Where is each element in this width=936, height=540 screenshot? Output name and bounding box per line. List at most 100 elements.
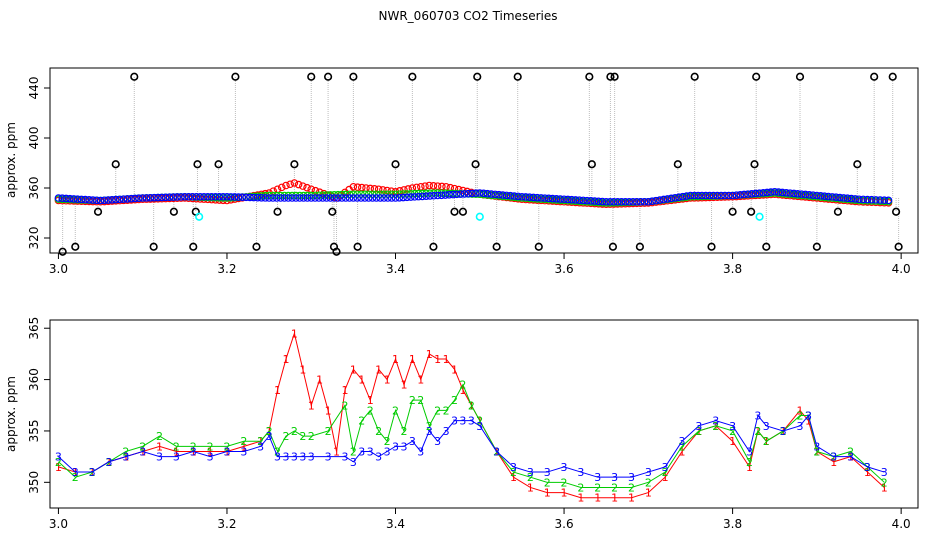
series-2-marker: 2: [207, 440, 214, 453]
series-3-point: [196, 192, 204, 201]
series-2-marker: 2: [384, 435, 391, 448]
series-2-marker: 2: [451, 394, 458, 407]
series-3-point: [709, 191, 718, 200]
series-3-point: [813, 191, 821, 200]
flagged-point: [492, 242, 501, 251]
top-x-tick-label: 3.2: [217, 262, 236, 276]
series-3-point: [77, 195, 86, 204]
series-1-marker: 1: [299, 363, 306, 376]
series-3-marker: 3: [695, 420, 702, 433]
series-3-point: [797, 190, 806, 198]
series-3-point: [801, 190, 810, 199]
series-3-point: [836, 193, 844, 202]
series-3-point: [242, 193, 250, 202]
series-2-point: [349, 190, 358, 199]
series-3-point: [747, 189, 756, 198]
series-3-marker: 3: [780, 425, 787, 438]
series-3-point: [456, 190, 465, 198]
flagged-point: [606, 72, 615, 81]
series-3-point: [376, 194, 384, 202]
series-1-marker: 1: [367, 394, 374, 407]
series-3-marker: 3: [797, 420, 804, 433]
series-2-point: [387, 190, 396, 199]
series-2-marker: 2: [847, 445, 854, 458]
series-2-marker: 2: [350, 445, 357, 458]
series-3-point: [839, 194, 848, 202]
series-3-point: [579, 196, 588, 205]
series-1-marker: 1: [527, 481, 534, 494]
series-2-point: [295, 191, 304, 200]
series-3-point: [73, 195, 82, 203]
series-3-point: [62, 194, 70, 203]
series-3-point: [311, 194, 319, 202]
flagged-point: [471, 160, 480, 169]
series-3-point: [200, 192, 208, 201]
series-2-marker: 2: [754, 425, 761, 438]
series-1-point: [353, 183, 362, 191]
series-1-marker: 1: [881, 481, 888, 494]
series-3-marker: 3: [190, 445, 197, 458]
series-1-marker: 1: [426, 348, 433, 361]
series-3-point: [445, 191, 453, 199]
series-3-point: [292, 194, 300, 202]
series-3-point: [318, 194, 327, 202]
series-3-point: [364, 194, 373, 202]
series-3-point: [123, 195, 132, 203]
series-3-line: [58, 414, 885, 478]
series-1-marker: 1: [805, 415, 812, 428]
series-3-point: [502, 191, 511, 200]
series-1-marker: 1: [384, 374, 391, 387]
series-3-marker: 3: [611, 471, 618, 484]
series-3-point: [177, 193, 185, 201]
series-3-point: [54, 194, 63, 202]
series-3-point: [671, 193, 679, 202]
series-3-point: [770, 187, 779, 196]
series-3-marker: 3: [763, 420, 770, 433]
series-3-point: [863, 195, 872, 204]
series-3-point: [483, 189, 492, 198]
series-2-marker: 2: [434, 404, 441, 417]
series-2-marker: 2: [367, 404, 374, 417]
series-3-point: [230, 193, 239, 201]
series-3-marker: 3: [451, 415, 458, 428]
series-3-marker: 3: [341, 451, 348, 464]
series-1-point: [454, 185, 463, 194]
series-1-point: [421, 182, 429, 190]
series-2-marker: 2: [173, 440, 180, 453]
series-3-marker: 3: [628, 471, 635, 484]
series-2-marker: 2: [426, 420, 433, 433]
series-3-point: [341, 194, 350, 202]
series-1-marker: 1: [510, 471, 517, 484]
series-1-marker: 1: [459, 384, 466, 397]
series-3-point: [498, 191, 507, 199]
series-3-marker: 3: [544, 466, 551, 479]
top-y-tick-label: 360: [27, 177, 41, 200]
series-2-point: [261, 191, 270, 200]
series-3-marker: 3: [729, 420, 736, 433]
series-3-point: [656, 196, 664, 204]
series-1-marker: 1: [729, 435, 736, 448]
series-1-marker: 1: [308, 399, 315, 412]
series-1-point: [349, 182, 358, 191]
top-x-axis: 3.0 3.2 3.4 3.6 3.8 4.0: [49, 253, 911, 276]
series-3-point: [410, 193, 419, 201]
series-3-marker: 3: [325, 451, 332, 464]
series-3-point: [617, 197, 626, 206]
series-3-point: [598, 197, 607, 206]
flagged-point: [673, 160, 682, 169]
top-flag-lines: [62, 76, 900, 252]
top-timeseries-panel: 3.0 3.2 3.4 3.6 3.8 4.0 320 360 400 440 approx. …: [4, 67, 919, 276]
series-3-point: [384, 194, 392, 202]
series-3-point: [694, 191, 702, 200]
series-2-marker: 2: [156, 430, 163, 443]
series-1-marker: 1: [282, 353, 289, 366]
bottom-y-axis: 350 355 360 365: [27, 317, 50, 494]
series-3-point: [372, 194, 381, 202]
series-3-marker: 3: [645, 466, 652, 479]
cyan-point: [195, 212, 204, 221]
series-1-marker: 1: [544, 487, 551, 500]
series-3-point: [809, 191, 817, 199]
series-3-point: [326, 194, 335, 202]
series-3-marker: 3: [122, 451, 129, 464]
bottom-y-tick-label: 355: [27, 419, 41, 442]
